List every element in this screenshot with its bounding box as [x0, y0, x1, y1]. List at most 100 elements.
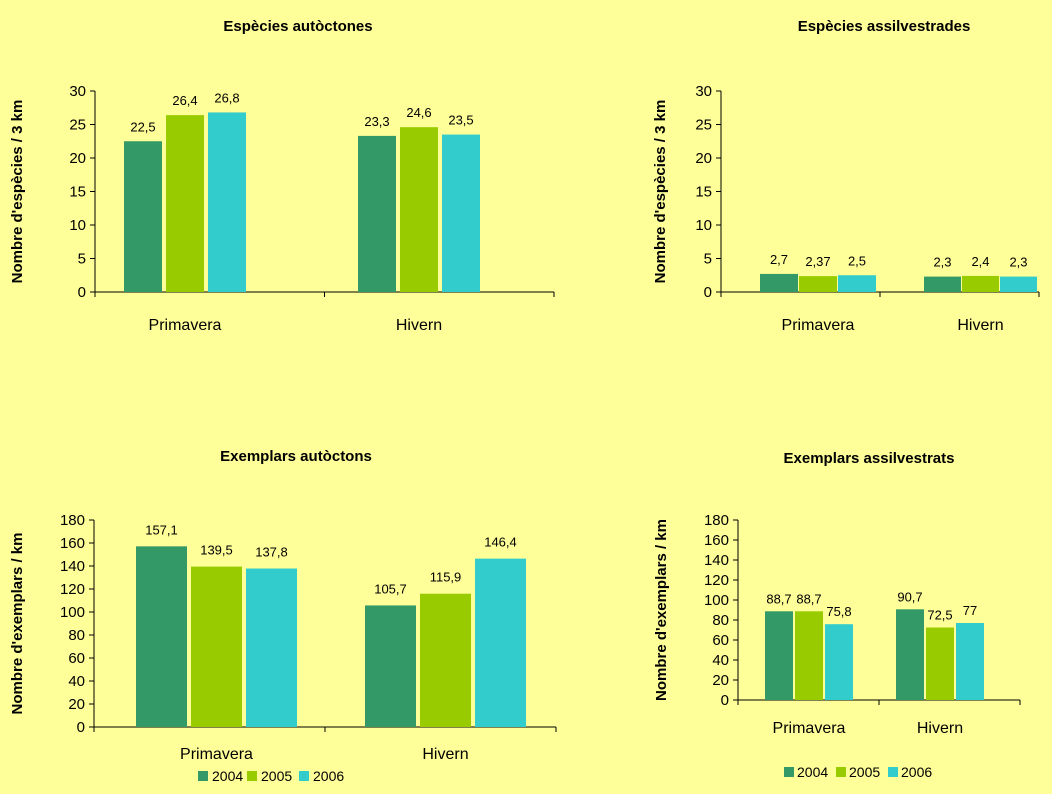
data-label: 157,1	[145, 522, 178, 537]
y-tick-label: 80	[68, 627, 85, 644]
data-label: 22,5	[130, 119, 155, 134]
y-tick-label: 140	[60, 558, 85, 575]
category-label: Primavera	[773, 720, 846, 737]
legend-swatch-2004	[784, 767, 794, 777]
bar-2004-primavera	[136, 546, 187, 727]
data-label: 2,3	[933, 255, 951, 270]
category-label: Hivern	[957, 317, 1003, 334]
legend-label: 2004	[797, 764, 828, 780]
bar-2006-hivern	[475, 558, 526, 727]
y-tick-label: 100	[704, 592, 729, 609]
data-label: 2,5	[848, 253, 866, 268]
chart-2: Espècies assilvestrades Nombre d'espècies…	[652, 18, 1040, 334]
legend-swatch-2005	[836, 767, 846, 777]
y-axis-label: Nombre d'espècies / 3 km	[9, 100, 26, 284]
data-label: 26,4	[172, 93, 197, 108]
bar-2004-primavera	[765, 611, 793, 700]
y-tick-label: 60	[68, 650, 85, 667]
legend-chart-3: 2004 2005 2006	[198, 768, 344, 784]
category-label: Primavera	[149, 317, 222, 334]
data-label: 26,8	[214, 90, 239, 105]
bar-2006-hivern	[442, 134, 480, 292]
y-tick-label: 60	[712, 632, 729, 649]
data-label: 2,37	[805, 254, 830, 269]
y-tick-label: 120	[60, 581, 85, 598]
y-axis-label: Nombre d'espècies / 3 km	[652, 100, 669, 284]
data-label: 77	[963, 603, 977, 618]
y-tick-label: 5	[78, 251, 86, 268]
data-label: 88,7	[766, 591, 791, 606]
bar-2004-primavera	[760, 273, 798, 292]
data-label: 115,9	[430, 570, 462, 585]
bar-2005-primavera	[795, 611, 823, 700]
legend-label: 2006	[901, 764, 932, 780]
y-tick-label: 20	[712, 672, 729, 689]
y-tick-label: 30	[695, 83, 712, 100]
legend-swatch-2006	[299, 771, 309, 781]
category-label: Hivern	[396, 317, 442, 334]
y-tick-label: 40	[68, 673, 85, 690]
y-tick-label: 20	[68, 696, 85, 713]
y-tick-label: 180	[60, 512, 85, 529]
category-label: Hivern	[422, 746, 468, 763]
data-label: 24,6	[406, 105, 431, 120]
data-label: 23,5	[448, 113, 473, 128]
data-label: 139,5	[200, 543, 233, 558]
bar-2006-hivern	[1000, 276, 1037, 292]
y-tick-label: 25	[695, 117, 712, 134]
y-tick-label: 120	[704, 572, 729, 589]
y-tick-label: 100	[60, 604, 85, 621]
bar-2004-hivern	[358, 135, 396, 292]
legend-label: 2005	[849, 764, 880, 780]
y-tick-label: 0	[721, 692, 729, 709]
bar-2006-hivern	[956, 623, 984, 700]
bar-2005-primavera	[799, 276, 837, 292]
y-tick-label: 15	[69, 184, 86, 201]
chart-1: Espècies autòctones Nombre d'espècies / 3…	[9, 18, 555, 334]
data-label: 105,7	[374, 581, 407, 596]
y-tick-label: 140	[704, 552, 729, 569]
y-tick-label: 20	[69, 150, 86, 167]
data-label: 23,3	[364, 114, 389, 129]
chart-title: Exemplars assilvestrats	[784, 450, 955, 467]
legend-chart-4: 2004 2005 2006	[784, 764, 932, 780]
y-tick-label: 25	[69, 117, 86, 134]
data-label: 75,8	[826, 604, 851, 619]
bar-2004-hivern	[365, 605, 416, 727]
data-label: 146,4	[484, 535, 517, 550]
legend-label: 2005	[261, 768, 292, 784]
y-tick-label: 40	[712, 652, 729, 669]
bar-2005-primavera	[191, 566, 242, 727]
bar-2005-hivern	[962, 275, 999, 292]
bar-2006-primavera	[838, 275, 876, 292]
y-tick-label: 10	[695, 217, 712, 234]
bar-2005-hivern	[926, 627, 954, 700]
bar-2005-primavera	[166, 115, 204, 293]
y-tick-label: 15	[695, 184, 712, 201]
data-label: 137,8	[255, 545, 288, 560]
y-tick-label: 5	[704, 251, 712, 268]
chart-3: Exemplars autòctons Nombre d'exemplars / …	[9, 448, 557, 763]
bar-2005-hivern	[420, 593, 471, 727]
category-label: Primavera	[782, 317, 855, 334]
legend-swatch-2006	[888, 767, 898, 777]
y-tick-label: 80	[712, 612, 729, 629]
y-tick-label: 0	[704, 284, 712, 301]
bar-2004-primavera	[124, 141, 162, 292]
legend-swatch-2004	[198, 771, 208, 781]
legend-label: 2006	[313, 768, 344, 784]
y-tick-label: 0	[78, 284, 86, 301]
y-tick-label: 160	[60, 535, 85, 552]
data-label: 2,7	[770, 252, 788, 267]
chart-title: Exemplars autòctons	[220, 448, 372, 465]
legend-label: 2004	[212, 768, 243, 784]
bar-2006-primavera	[208, 112, 246, 292]
data-label: 90,7	[897, 589, 922, 604]
y-tick-label: 180	[704, 512, 729, 529]
chart-title: Espècies autòctones	[223, 18, 372, 35]
y-tick-label: 20	[695, 150, 712, 167]
y-axis-label: Nombre d'exemplars / km	[653, 519, 670, 701]
y-axis-label: Nombre d'exemplars / km	[9, 533, 26, 715]
